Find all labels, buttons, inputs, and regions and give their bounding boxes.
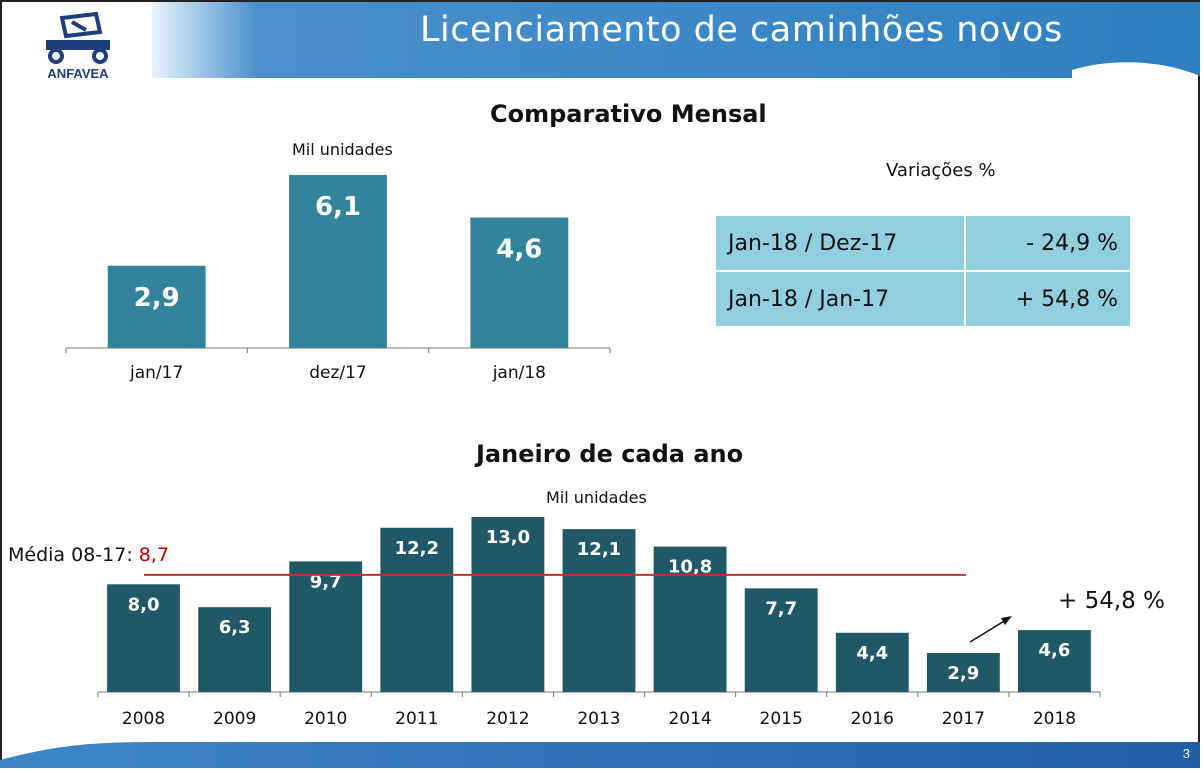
bar (470, 217, 569, 348)
monthly-bar-chart: 2,9 jan/17 6,1 dez/17 4,6 jan/18 (65, 175, 611, 383)
bar (562, 529, 636, 692)
average-value: 8,7 (138, 544, 169, 566)
trend-arrow-icon (969, 616, 1012, 643)
monthly-section-title: Comparativo Mensal (490, 100, 767, 128)
tick-label: 2015 (760, 709, 803, 729)
bar (289, 175, 387, 348)
tick-label: jan/17 (129, 363, 183, 383)
bar (744, 588, 818, 692)
bar (107, 584, 180, 692)
data-label: 2,9 (947, 663, 979, 684)
logo-text: ANFAVEA (47, 66, 109, 81)
tick-label: 2014 (668, 709, 711, 729)
tick-label: 2012 (486, 709, 529, 729)
data-label: 4,4 (856, 643, 888, 664)
page-number: 3 (1182, 746, 1190, 761)
truck-logo-icon (46, 11, 110, 64)
data-label: 8,0 (128, 594, 160, 615)
tick-label: 2009 (213, 709, 256, 729)
variation-label: Jan-18 / Dez-17 (714, 214, 966, 272)
variations-title: Variações % (886, 160, 996, 181)
tick-label: 2008 (122, 709, 165, 729)
footer-bar (0, 742, 1200, 768)
bar (380, 527, 454, 692)
data-label: 4,6 (1039, 640, 1071, 661)
tick-label: dez/17 (309, 363, 367, 383)
variation-value: - 24,9 % (964, 214, 1132, 272)
data-label: 2,9 (134, 283, 180, 313)
bar (926, 652, 1000, 692)
anfavea-logo: ANFAVEA (38, 10, 118, 81)
variation-note: + 54,8 % (1058, 588, 1165, 614)
tick-label: 2011 (395, 709, 438, 729)
yearly-bar-chart: 8,0 2008 6,3 2009 9,7 2010 12,2 2011 13,0 2012 12,… (97, 517, 1101, 729)
data-label: 6,3 (219, 617, 251, 638)
data-label: 12,2 (395, 538, 439, 559)
bar (1018, 630, 1091, 692)
data-label: 6,1 (315, 192, 361, 222)
average-label-text: Média 08-17: (8, 544, 133, 566)
bar (653, 546, 727, 692)
bar (289, 561, 363, 692)
title-banner: Licenciamento de caminhões novos (152, 2, 1200, 78)
variation-value: + 54,8 % (964, 270, 1132, 328)
bar (471, 517, 545, 692)
yearly-section-title: Janeiro de cada ano (476, 440, 744, 468)
data-label: 13,0 (486, 527, 530, 548)
monthly-unit-label: Mil unidades (292, 140, 393, 159)
data-label: 4,6 (496, 235, 542, 265)
variations-table: Jan-18 / Dez-17 - 24,9 % Jan-18 / Jan-17… (714, 214, 1132, 328)
table-row: Jan-18 / Dez-17 - 24,9 % (714, 214, 1132, 272)
data-label: 12,1 (577, 539, 621, 560)
bar (107, 265, 206, 348)
tick-label: 2010 (304, 709, 347, 729)
tick-label: 2017 (942, 709, 985, 729)
data-label: 9,7 (310, 571, 342, 592)
bar (835, 632, 909, 692)
average-label: Média 08-17: 8,7 (8, 544, 169, 566)
tick-label: 2016 (851, 709, 894, 729)
yearly-unit-label: Mil unidades (546, 488, 647, 507)
variation-label: Jan-18 / Jan-17 (714, 270, 966, 328)
data-label: 10,8 (668, 557, 712, 578)
page-title: Licenciamento de caminhões novos (420, 10, 1063, 50)
tick-label: jan/18 (492, 363, 546, 383)
data-label: 7,7 (765, 598, 797, 619)
bar (198, 607, 272, 692)
tick-label: 2013 (577, 709, 620, 729)
table-row: Jan-18 / Jan-17 + 54,8 % (714, 270, 1132, 328)
tick-label: 2018 (1033, 709, 1076, 729)
